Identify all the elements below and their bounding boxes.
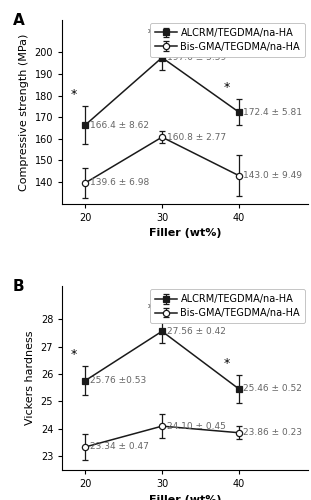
Text: *: * [71, 88, 77, 101]
Text: *: * [147, 302, 154, 315]
Text: 143.0 ± 9.49: 143.0 ± 9.49 [244, 171, 302, 180]
X-axis label: Filler (wt%): Filler (wt%) [149, 494, 221, 500]
Text: 25.76 ±0.53: 25.76 ±0.53 [90, 376, 146, 385]
Text: 25.46 ± 0.52: 25.46 ± 0.52 [244, 384, 302, 394]
Legend: ALCRM/TEGDMA/na-HA, Bis-GMA/TEGDMA/na-HA: ALCRM/TEGDMA/na-HA, Bis-GMA/TEGDMA/na-HA [150, 289, 305, 323]
Text: 23.34 ± 0.47: 23.34 ± 0.47 [90, 442, 149, 452]
Text: 166.4 ± 8.62: 166.4 ± 8.62 [90, 120, 149, 130]
Text: *: * [224, 81, 230, 94]
Text: 139.6 ± 6.98: 139.6 ± 6.98 [90, 178, 149, 188]
Text: *: * [224, 356, 230, 370]
Text: 27.56 ± 0.42: 27.56 ± 0.42 [167, 327, 225, 336]
Text: 24.10 ± 0.45: 24.10 ± 0.45 [167, 422, 225, 430]
Text: 197.6 ± 5.59: 197.6 ± 5.59 [167, 53, 226, 62]
Text: B: B [13, 279, 25, 294]
Text: 172.4 ± 5.81: 172.4 ± 5.81 [244, 108, 302, 116]
Legend: ALCRM/TEGDMA/na-HA, Bis-GMA/TEGDMA/na-HA: ALCRM/TEGDMA/na-HA, Bis-GMA/TEGDMA/na-HA [150, 23, 305, 56]
Text: 23.86 ± 0.23: 23.86 ± 0.23 [244, 428, 302, 437]
Y-axis label: Compressive strength (MPa): Compressive strength (MPa) [19, 33, 29, 190]
Text: *: * [71, 348, 77, 361]
Text: 160.8 ± 2.77: 160.8 ± 2.77 [167, 132, 226, 141]
Text: A: A [13, 12, 25, 28]
X-axis label: Filler (wt%): Filler (wt%) [149, 228, 221, 238]
Text: *: * [147, 27, 154, 40]
Y-axis label: Vickers hardness: Vickers hardness [25, 331, 35, 426]
